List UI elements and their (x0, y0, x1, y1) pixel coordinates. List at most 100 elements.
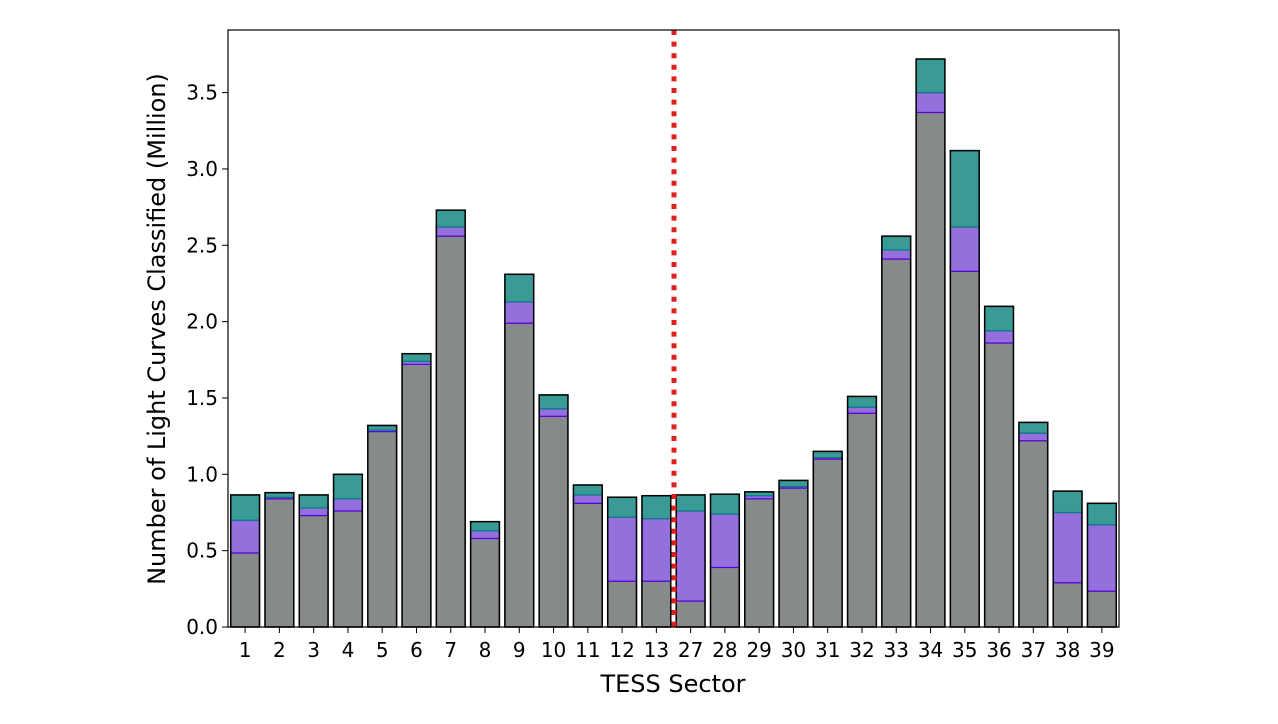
bar-segment-28-1 (709, 513, 740, 569)
bar-segment-37-2 (1018, 421, 1049, 434)
bar-segment-4-1 (332, 498, 363, 512)
y-ticks: 0.0 0.5 1.0 1.5 2.0 2.5 3.0 3.5 (186, 81, 228, 639)
bar-segment-30-2 (778, 479, 809, 488)
bar-segment-29-0 (744, 498, 775, 628)
bar-segment-28-2 (709, 493, 740, 515)
bar-segment-38-2 (1052, 490, 1083, 514)
bar-segment-3-2 (298, 494, 329, 509)
x-tick-label: 8 (479, 638, 492, 662)
x-tick-label: 9 (513, 638, 526, 662)
y-tick-label: 0.5 (186, 539, 218, 563)
bar-segment-8-1 (470, 530, 501, 540)
plot-frame (227, 29, 1120, 628)
y-tick-label: 3.0 (186, 157, 218, 181)
x-tick-label: 35 (952, 638, 977, 662)
x-tick-label: 29 (746, 638, 771, 662)
bars-layer (229, 58, 1118, 628)
x-tick-label: 33 (884, 638, 909, 662)
x-tick-label: 11 (575, 638, 600, 662)
x-tick-label: 28 (712, 638, 737, 662)
bar-segment-32-0 (846, 412, 877, 628)
x-tick-label: 31 (815, 638, 840, 662)
x-ticks: 1 2 3 4 5 6 7 8 9 10 11 12 13 27 28 29 30 31 32 33 34 35 36 37 3… (239, 627, 1115, 662)
bar-segment-32-2 (846, 395, 877, 408)
bar-segment-10-2 (538, 394, 569, 410)
bar-segment-34-0 (915, 111, 946, 628)
x-tick-label: 37 (1021, 638, 1046, 662)
x-tick-label: 5 (376, 638, 389, 662)
bar-segment-8-2 (470, 521, 501, 532)
bar-segment-27-1 (675, 510, 706, 602)
bar-segment-7-2 (435, 209, 466, 228)
bar-segment-11-0 (572, 502, 603, 628)
bar-segment-33-2 (881, 235, 912, 251)
bar-segment-4-2 (332, 473, 363, 500)
bar-segment-3-0 (298, 514, 329, 628)
bar-segment-11-1 (572, 494, 603, 504)
y-axis-label: Number of Light Curves Classified (Milli… (143, 73, 171, 585)
bar-segment-27-2 (675, 494, 706, 512)
bar-segment-1-2 (230, 494, 261, 521)
bar-segment-10-0 (538, 415, 569, 628)
y-tick-label: 1.5 (186, 386, 218, 410)
bar-segment-4-0 (332, 510, 363, 628)
x-tick-label: 12 (609, 638, 634, 662)
x-tick-label: 32 (849, 638, 874, 662)
bar-segment-9-1 (504, 301, 535, 324)
bar-segment-7-0 (435, 235, 466, 628)
bar-segment-13-2 (641, 495, 672, 520)
bar-segment-27-0 (675, 600, 706, 628)
bar-segment-36-1 (984, 330, 1015, 344)
bar-segment-37-0 (1018, 440, 1049, 628)
x-tick-label: 27 (678, 638, 703, 662)
bar-segment-10-1 (538, 408, 569, 417)
bar-segment-39-1 (1086, 524, 1117, 592)
x-tick-label: 34 (918, 638, 943, 662)
bar-segment-37-1 (1018, 432, 1049, 442)
bar-segment-7-1 (435, 226, 466, 237)
x-tick-label: 4 (342, 638, 355, 662)
bar-segment-6-0 (401, 363, 432, 628)
y-tick-label: 2.0 (186, 310, 218, 334)
x-tick-label: 1 (239, 638, 252, 662)
bar-segment-31-0 (812, 458, 843, 628)
bar-segment-33-1 (881, 249, 912, 260)
bar-segment-8-0 (470, 537, 501, 628)
x-tick-label: 10 (541, 638, 566, 662)
bar-segment-12-0 (607, 580, 638, 628)
bar-segment-2-0 (264, 498, 295, 628)
bar-segment-9-2 (504, 273, 535, 303)
bar-segment-31-2 (812, 450, 843, 459)
bar-segment-33-0 (881, 258, 912, 628)
bar-segment-35-2 (949, 150, 980, 228)
x-tick-label: 3 (307, 638, 320, 662)
bar-segment-5-0 (367, 430, 398, 628)
x-tick-label: 13 (644, 638, 669, 662)
bar-segment-28-0 (709, 566, 740, 628)
bar-segment-35-0 (949, 270, 980, 628)
bar-segment-32-1 (846, 406, 877, 414)
y-tick-label: 0.0 (186, 615, 218, 639)
y-tick-label: 1.0 (186, 462, 218, 486)
x-axis-label: TESS Sector (599, 670, 745, 698)
bar-segment-1-1 (230, 519, 261, 554)
bar-segment-38-0 (1052, 582, 1083, 628)
bar-segment-38-1 (1052, 511, 1083, 584)
bar-segment-1-0 (230, 552, 261, 628)
x-tick-label: 39 (1089, 638, 1114, 662)
bar-segment-11-2 (572, 484, 603, 496)
bar-segment-12-2 (607, 496, 638, 518)
bar-segment-36-2 (984, 305, 1015, 332)
x-tick-label: 36 (986, 638, 1011, 662)
x-tick-label: 7 (444, 638, 457, 662)
x-tick-label: 2 (273, 638, 286, 662)
bar-segment-30-0 (778, 487, 809, 628)
bar-segment-34-1 (915, 92, 946, 114)
y-tick-label: 2.5 (186, 233, 218, 257)
bar-segment-39-2 (1086, 502, 1117, 526)
bar-segment-13-0 (641, 580, 672, 628)
x-tick-label: 30 (781, 638, 806, 662)
y-tick-label: 3.5 (186, 81, 218, 105)
bar-segment-34-2 (915, 58, 946, 94)
